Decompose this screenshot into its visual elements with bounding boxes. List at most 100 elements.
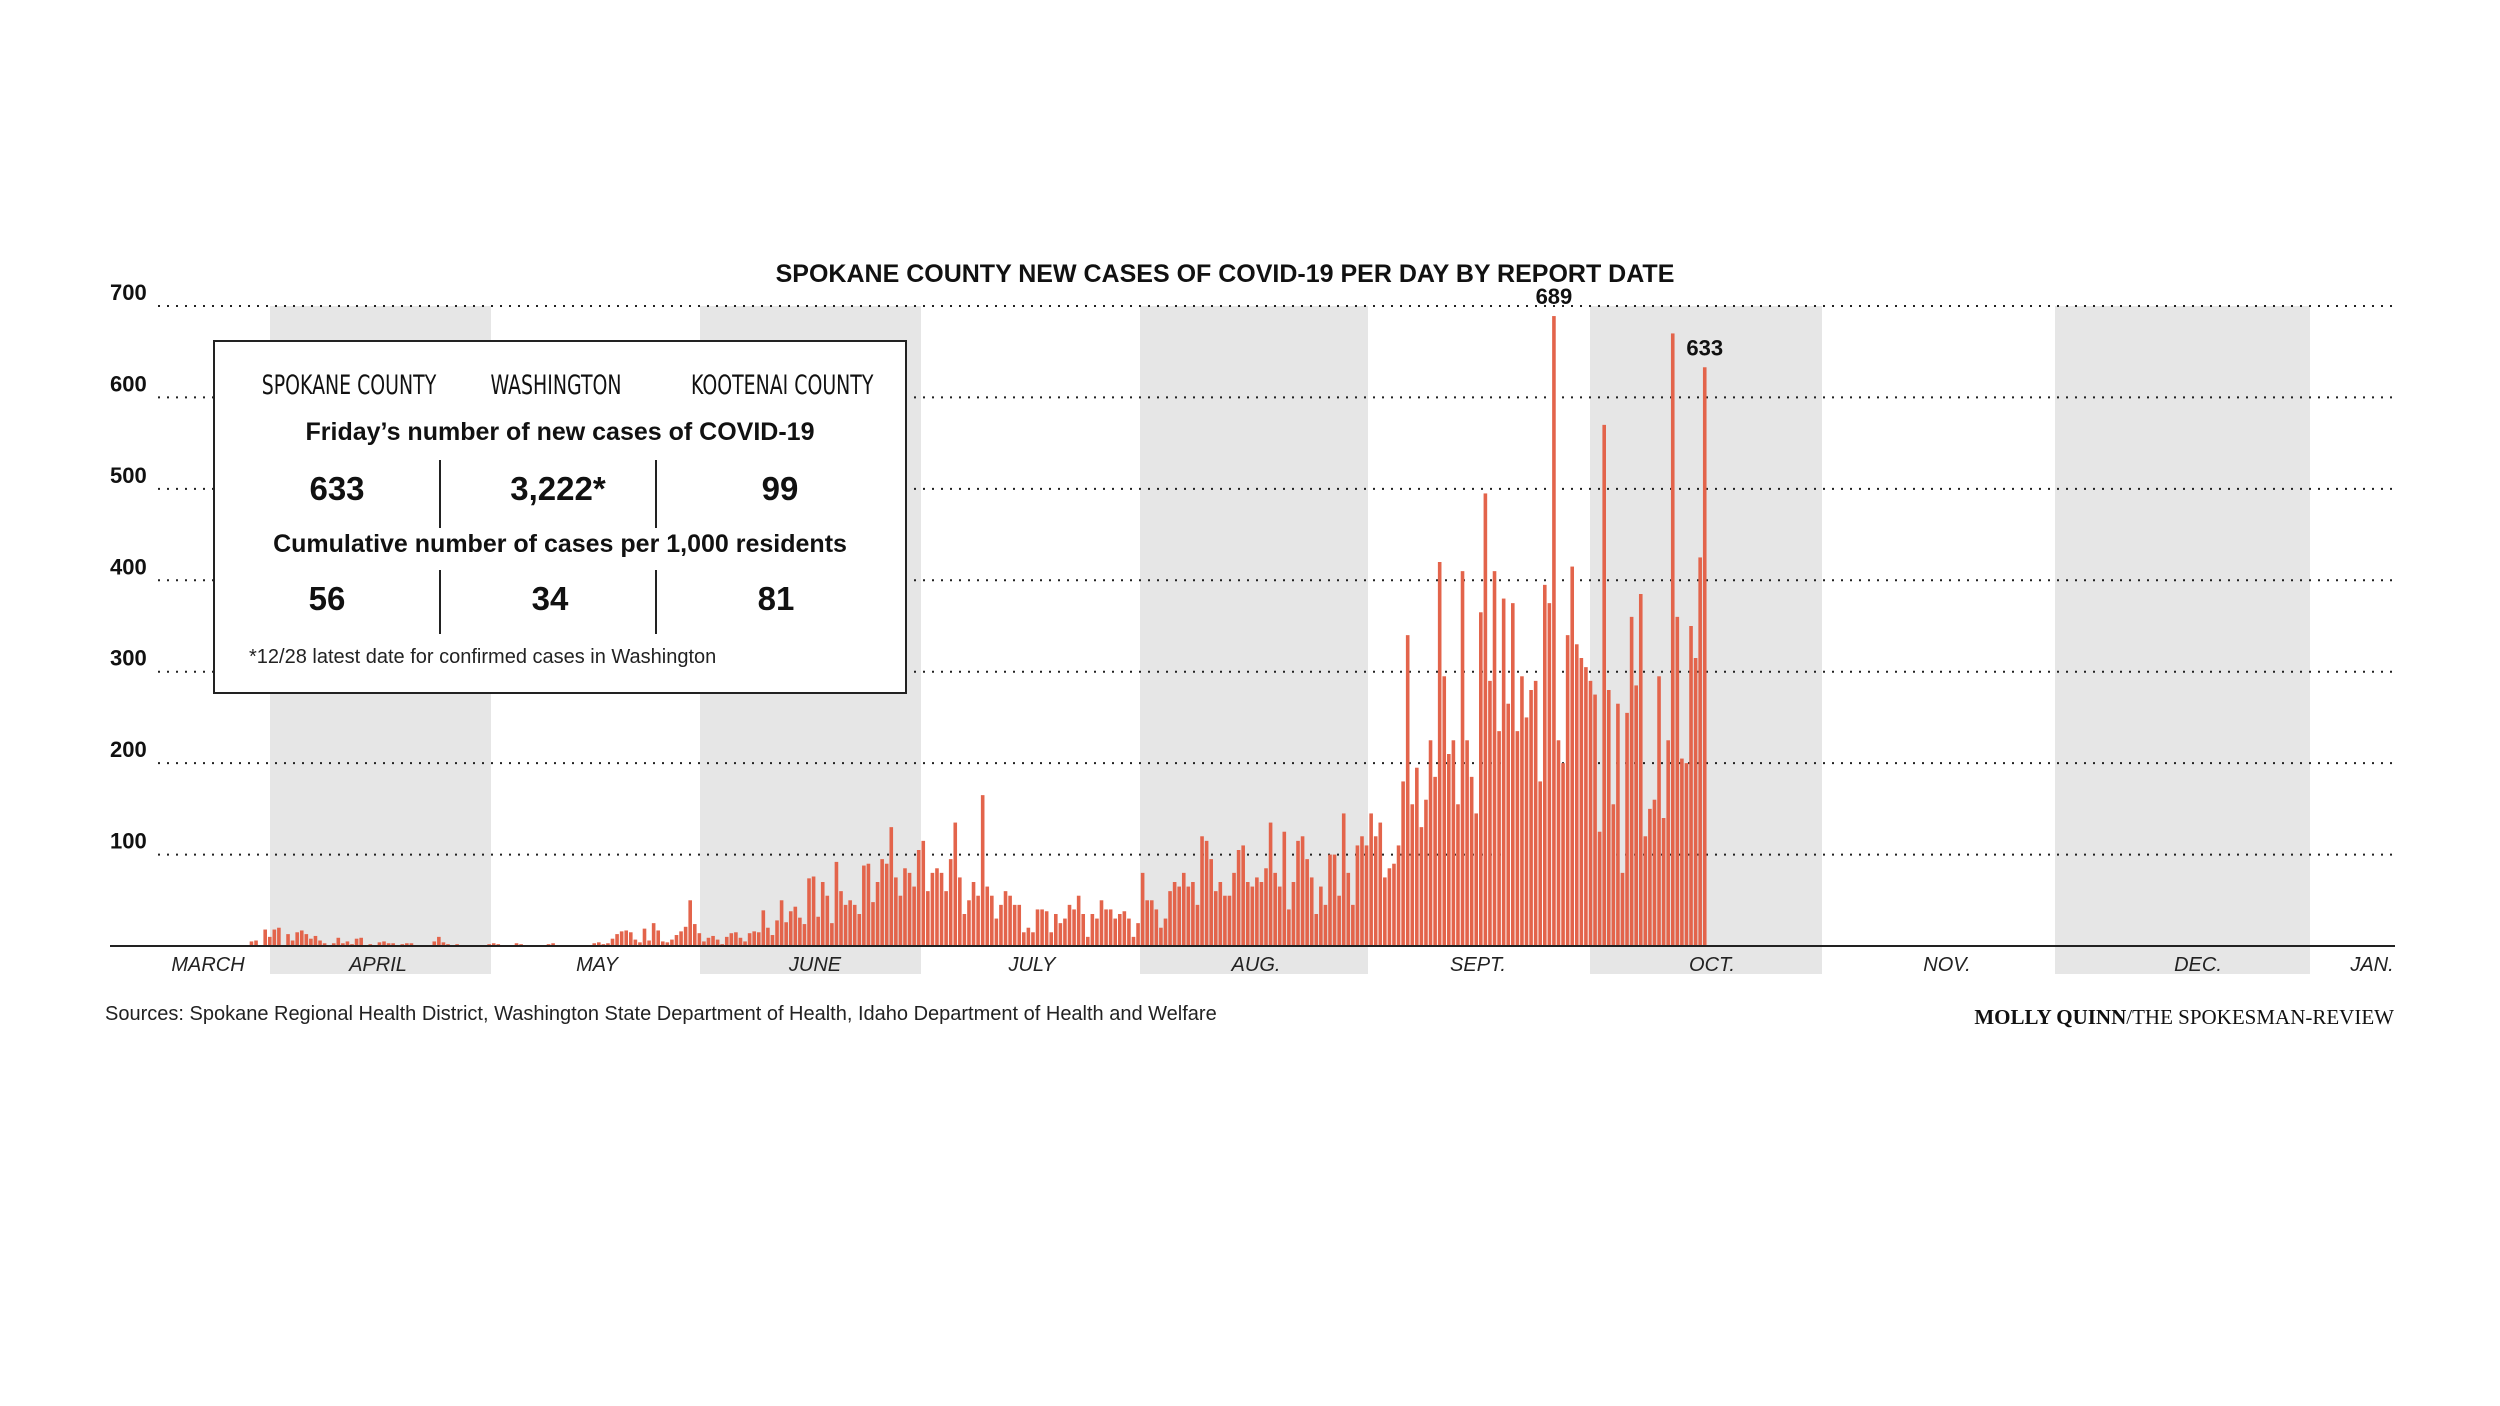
bar: [1145, 900, 1149, 946]
bar: [811, 876, 816, 946]
bar: [1355, 845, 1360, 946]
bar: [729, 933, 734, 946]
bar: [1296, 840, 1300, 946]
col-header-washington: WASHINGTON: [490, 370, 622, 401]
bar: [1195, 904, 1200, 946]
bar: [884, 863, 889, 946]
bar: [1469, 776, 1474, 946]
bar: [1264, 868, 1268, 946]
x-tick-label: SEPT.: [1450, 954, 1506, 976]
bar: [391, 943, 395, 946]
bar: [962, 914, 967, 946]
bar: [994, 918, 999, 946]
bar: [1369, 813, 1373, 946]
bar: [1497, 731, 1501, 946]
row1-value-kootenai: 99: [761, 470, 799, 507]
bar: [437, 936, 441, 946]
bar: [651, 923, 656, 946]
stats-box: SPOKANE COUNTY WASHINGTON KOOTENAI COUNT…: [213, 340, 907, 694]
bar: [807, 878, 811, 946]
bar: [939, 872, 944, 946]
bar: [1611, 804, 1616, 946]
bar: [628, 932, 633, 946]
bar: [1620, 872, 1625, 946]
bar: [1638, 594, 1643, 946]
bar: [702, 941, 706, 946]
bar: [944, 891, 948, 946]
bar: [852, 904, 857, 946]
bar: [990, 895, 994, 946]
bar: [683, 926, 688, 946]
bar: [1337, 895, 1341, 946]
bar: [1588, 680, 1593, 946]
bar: [1351, 904, 1355, 946]
bar: [1597, 831, 1602, 946]
bar: [1447, 754, 1451, 946]
bar: [1524, 717, 1529, 946]
bar: [1031, 932, 1035, 946]
bar: [1648, 808, 1652, 946]
bar: [341, 943, 345, 946]
bar: [1332, 854, 1337, 946]
bar: [875, 882, 880, 946]
bar: [1552, 316, 1556, 946]
bar: [1044, 911, 1049, 946]
bar: [1067, 904, 1072, 946]
bar: [1026, 927, 1031, 946]
row1-value-spokane: 633: [309, 470, 365, 507]
divider: [439, 570, 441, 634]
bar: [1515, 731, 1520, 946]
bar: [1424, 799, 1428, 946]
bar: [734, 932, 738, 946]
bar: [756, 932, 761, 946]
bar: [1561, 763, 1565, 946]
bar: [299, 930, 304, 946]
bar: [633, 939, 638, 946]
bar: [665, 942, 670, 946]
bar: [1213, 891, 1218, 946]
bar: [1437, 562, 1442, 946]
bar: [1063, 918, 1067, 946]
bar: [1113, 918, 1118, 946]
footnote: *12/28 latest date for confirmed cases i…: [249, 646, 717, 668]
bar: [1529, 690, 1533, 946]
bar: [958, 877, 962, 946]
bar: [345, 941, 350, 946]
bar: [1396, 845, 1401, 946]
bar: [1245, 882, 1250, 946]
bar: [1319, 886, 1323, 946]
y-tick-labels: 100 200 300 400 500 600 700: [110, 280, 147, 854]
bar: [642, 928, 647, 946]
bar: [1309, 877, 1314, 946]
bar: [1670, 333, 1675, 946]
bar: [976, 895, 980, 946]
bar: [1666, 740, 1670, 946]
bar: [1277, 886, 1282, 946]
bar: [1058, 923, 1063, 946]
bar: [980, 795, 985, 946]
bar: [272, 929, 277, 946]
bar: [793, 906, 798, 946]
bar: [1154, 909, 1159, 946]
bar: [1684, 763, 1689, 946]
bar: [1652, 799, 1657, 946]
bar: [377, 942, 382, 946]
bar: [788, 911, 793, 946]
bar: [597, 942, 601, 946]
bar: [1511, 603, 1515, 946]
bar: [1661, 818, 1666, 946]
data-labels: 689 633: [1536, 284, 1724, 360]
bar: [1419, 827, 1424, 946]
bar: [638, 942, 642, 946]
bar: [1255, 877, 1259, 946]
bar: [907, 872, 912, 946]
bar: [1533, 680, 1538, 946]
bar: [743, 941, 747, 946]
bar: [894, 877, 898, 946]
bar: [1625, 712, 1629, 946]
bar: [656, 930, 661, 946]
bar: [697, 933, 702, 946]
bar: [903, 868, 907, 946]
x-tick-label: JAN.: [2349, 954, 2393, 976]
